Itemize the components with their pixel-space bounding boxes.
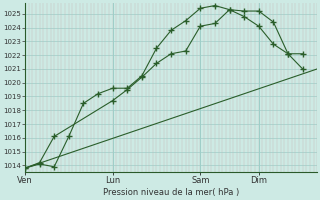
- X-axis label: Pression niveau de la mer( hPa ): Pression niveau de la mer( hPa ): [103, 188, 239, 197]
